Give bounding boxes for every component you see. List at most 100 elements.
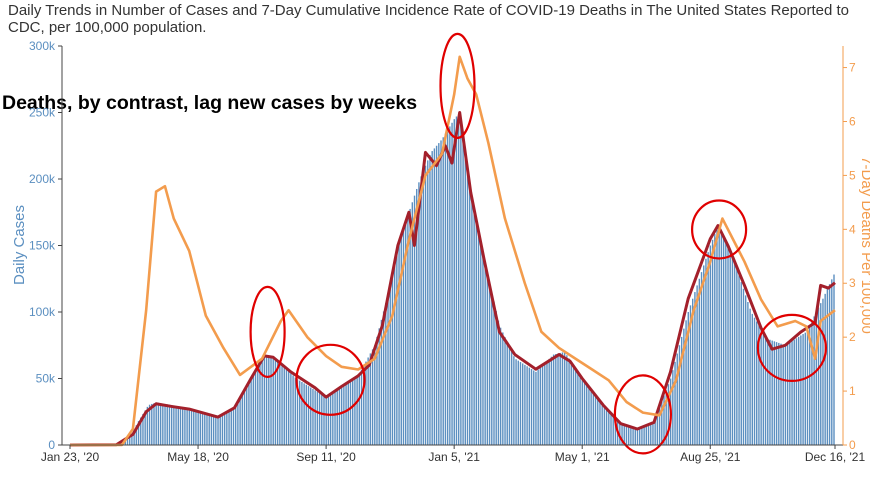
cases-bar xyxy=(360,369,363,445)
cases-bar xyxy=(195,411,197,445)
cases-bar xyxy=(579,375,581,445)
x-tick-label: May 18, '20 xyxy=(167,450,229,464)
cases-bar xyxy=(548,358,550,445)
cases-bar xyxy=(561,352,564,445)
cases-bar xyxy=(764,336,767,445)
cases-bar xyxy=(471,197,473,445)
cases-bar xyxy=(639,427,641,445)
cases-bar xyxy=(522,363,524,445)
cases-bar xyxy=(831,279,833,445)
cases-bar xyxy=(674,361,676,446)
cases-bar xyxy=(824,293,826,445)
cases-bar xyxy=(137,421,140,445)
cases-bar xyxy=(680,336,683,445)
cases-bar xyxy=(215,416,217,445)
cases-bar xyxy=(440,140,442,445)
cases-bar xyxy=(290,373,292,445)
cases-bar xyxy=(694,292,696,445)
cases-bar xyxy=(285,369,288,445)
cases-bar xyxy=(294,377,296,445)
cases-bar xyxy=(687,312,689,445)
cases-bar xyxy=(740,282,742,445)
cases-bar xyxy=(473,208,475,445)
cases-bar xyxy=(252,373,255,445)
cases-bar xyxy=(442,137,444,446)
cases-bar xyxy=(228,409,230,445)
cases-bar xyxy=(749,308,751,445)
cases-bar xyxy=(552,354,555,445)
cases-bar xyxy=(535,371,537,445)
cases-bar xyxy=(265,355,268,445)
cases-bar xyxy=(323,395,325,445)
cases-bar xyxy=(533,370,535,445)
cases-bar xyxy=(756,321,758,445)
cases-bar xyxy=(608,411,610,445)
cases-bar xyxy=(488,282,491,445)
x-tick-label: Jan 5, '21 xyxy=(428,450,480,464)
cases-bar xyxy=(296,379,299,445)
cases-bar xyxy=(656,412,659,445)
cases-bar xyxy=(367,357,369,445)
cases-bar xyxy=(775,342,778,445)
cases-bar xyxy=(221,414,224,445)
cases-bar xyxy=(444,133,447,445)
cases-bar xyxy=(466,168,469,446)
cases-bar xyxy=(126,438,129,445)
cases-bar xyxy=(146,406,149,445)
cases-bar xyxy=(226,411,228,445)
cases-bar xyxy=(497,320,500,445)
cases-bar xyxy=(190,410,193,445)
daily-cases-bars xyxy=(71,113,835,446)
cases-bar xyxy=(451,122,453,445)
cases-bar xyxy=(822,298,824,445)
x-tick-label: May 1, '21 xyxy=(555,450,610,464)
cases-bar xyxy=(482,253,484,445)
x-tick-label: Sep 11, '20 xyxy=(296,450,356,464)
cases-bar xyxy=(431,151,433,445)
highlight-circles xyxy=(249,32,828,455)
cases-bar xyxy=(259,362,261,445)
cases-bar xyxy=(398,242,400,445)
cases-bar xyxy=(594,395,597,445)
cases-bar xyxy=(786,343,789,445)
y-left-tick-label: 100k xyxy=(29,305,56,319)
cases-bar xyxy=(541,365,544,445)
cases-bar xyxy=(274,359,277,445)
cases-bar xyxy=(162,403,164,445)
cases-bar xyxy=(612,416,614,445)
cases-bar xyxy=(499,327,502,445)
cases-bar xyxy=(217,417,219,445)
y-left-tick-label: 250k xyxy=(29,106,56,120)
cases-bar xyxy=(665,389,667,445)
cases-bar xyxy=(778,342,780,445)
cases-bar xyxy=(469,184,471,445)
y-right-tick-label: 6 xyxy=(849,114,856,128)
cases-bar xyxy=(510,351,513,445)
cases-bar xyxy=(446,130,449,445)
cases-bar xyxy=(789,342,791,445)
cases-bar xyxy=(550,356,553,445)
cases-bar xyxy=(592,392,595,445)
cases-bar xyxy=(758,325,760,445)
cases-bar xyxy=(795,338,798,445)
cases-bar xyxy=(610,413,612,445)
cases-bar xyxy=(151,403,153,445)
cases-bar xyxy=(270,356,272,445)
cases-bar xyxy=(583,381,586,445)
cases-bar xyxy=(292,375,294,445)
cases-bar xyxy=(692,298,694,445)
cases-bar xyxy=(495,311,497,445)
cases-bar xyxy=(663,395,665,445)
y-axis-right-label: 7-Day Deaths Per 100,000 xyxy=(858,156,870,334)
cases-bar xyxy=(826,289,829,445)
cases-bar xyxy=(462,136,464,445)
cases-bar xyxy=(157,402,160,445)
cases-bar xyxy=(727,246,729,445)
cases-bar xyxy=(581,378,584,445)
x-tick-label: Aug 25, '21 xyxy=(680,450,741,464)
cases-bar xyxy=(614,418,617,445)
cases-7day-average-line xyxy=(69,111,836,447)
cases-bar xyxy=(828,284,831,445)
cases-bar xyxy=(409,208,411,445)
cases-bar xyxy=(212,415,215,445)
